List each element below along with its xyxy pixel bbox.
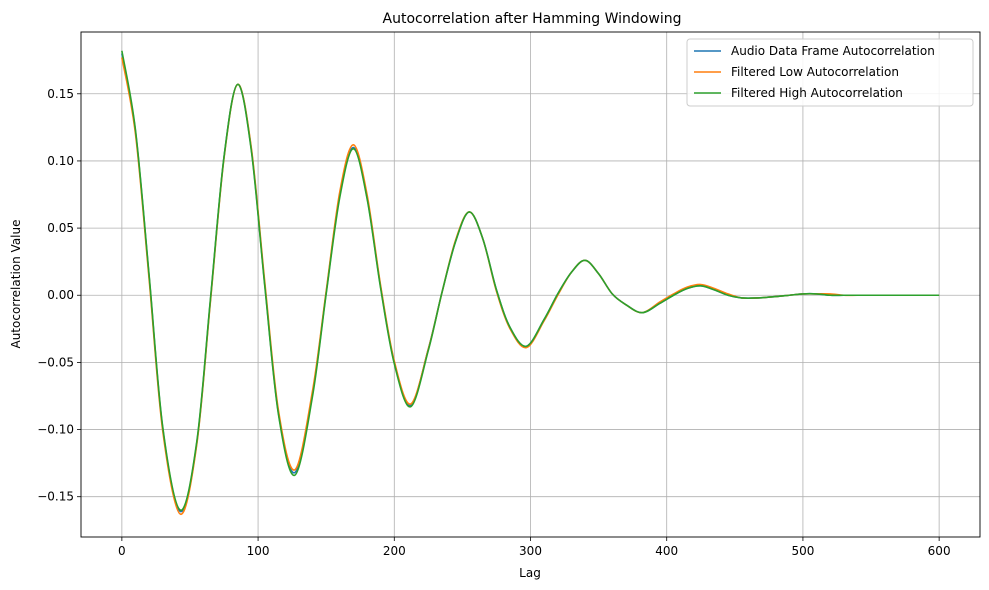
y-tick-label: −0.10 bbox=[37, 423, 74, 437]
y-tick-label: 0.15 bbox=[47, 87, 74, 101]
x-tick-label: 300 bbox=[519, 544, 542, 558]
y-tick-label: 0.05 bbox=[47, 221, 74, 235]
legend-label-1: Filtered Low Autocorrelation bbox=[731, 65, 899, 79]
y-tick-label: −0.05 bbox=[37, 355, 74, 369]
chart-title: Autocorrelation after Hamming Windowing bbox=[383, 11, 682, 27]
legend: Audio Data Frame Autocorrelation Filtered… bbox=[686, 38, 974, 107]
series-line-2 bbox=[121, 50, 940, 511]
grid-lines bbox=[81, 32, 980, 537]
y-tick-label: 0.10 bbox=[47, 154, 74, 168]
x-tick-label: 600 bbox=[928, 544, 951, 558]
x-tick-label: 500 bbox=[791, 544, 814, 558]
x-axis-ticks: 0 100 200 300 400 500 600 bbox=[118, 537, 951, 558]
legend-box bbox=[686, 38, 974, 107]
x-axis-label: Lag bbox=[519, 566, 541, 580]
y-tick-label: −0.15 bbox=[37, 490, 74, 504]
legend-label-0: Audio Data Frame Autocorrelation bbox=[731, 44, 935, 58]
x-tick-label: 100 bbox=[247, 544, 270, 558]
legend-label-2: Filtered High Autocorrelation bbox=[731, 86, 903, 100]
y-tick-label: 0.00 bbox=[47, 288, 74, 302]
y-axis-label: Autocorrelation Value bbox=[9, 219, 23, 348]
x-tick-label: 400 bbox=[655, 544, 678, 558]
x-tick-label: 200 bbox=[383, 544, 406, 558]
x-tick-label: 0 bbox=[118, 544, 126, 558]
series-group bbox=[121, 50, 940, 515]
y-axis-ticks: −0.15 −0.10 −0.05 0.00 0.05 0.10 0.15 bbox=[37, 87, 81, 504]
